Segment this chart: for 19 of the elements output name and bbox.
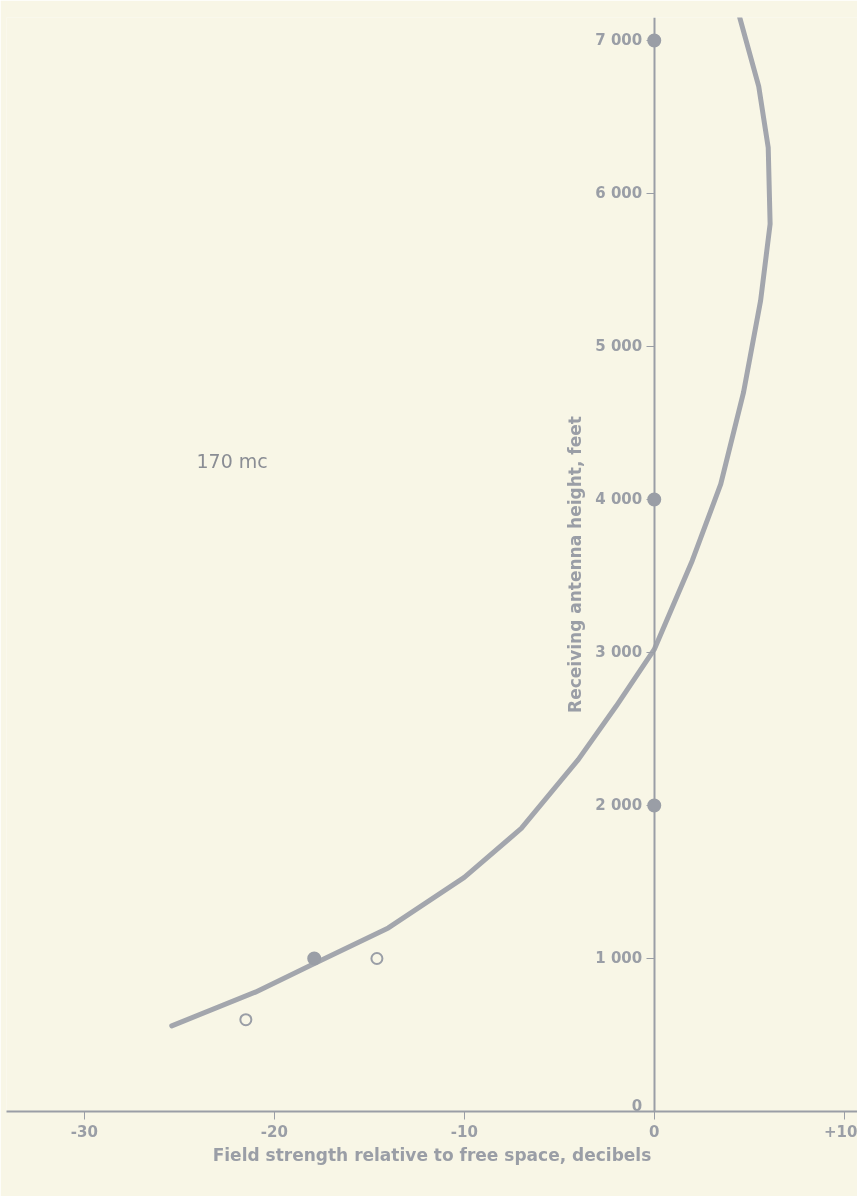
x-tick-label: 0	[649, 1122, 660, 1141]
y-tick-label: 4 000	[595, 490, 643, 509]
y-tick-label: 7 000	[595, 31, 643, 50]
x-tick-label: -10	[450, 1122, 478, 1141]
y-tick-label: 2 000	[595, 796, 643, 815]
y-axis-title: Receiving antenna height, feet	[564, 416, 585, 713]
point	[370, 952, 384, 965]
x-tick-label: +10	[824, 1122, 857, 1141]
y-tick-label: 0	[631, 1096, 643, 1115]
point	[239, 1013, 253, 1027]
y-tick-label: 1 000	[595, 949, 643, 968]
annotation: 170 mc	[196, 449, 268, 472]
y-tick-label: 6 000	[595, 184, 643, 203]
x-axis-title: Field strength relative to free space, decibels	[212, 1144, 652, 1165]
point	[307, 951, 322, 966]
y-tick-label: 3 000	[595, 643, 643, 662]
x-tick-label: -20	[260, 1122, 288, 1141]
x-tick-label: -30	[70, 1122, 98, 1141]
y-tick-label: 5 000	[595, 337, 643, 356]
